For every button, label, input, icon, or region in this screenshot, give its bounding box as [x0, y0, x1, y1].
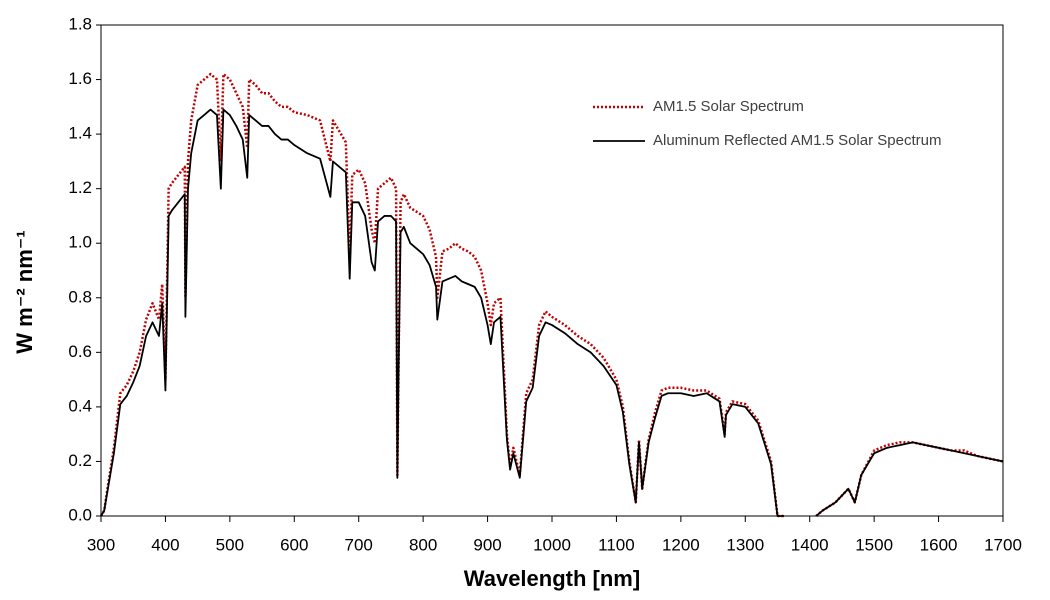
x-tick-label: 400	[151, 535, 179, 554]
x-tick-label: 1500	[855, 535, 893, 554]
x-tick-label: 500	[216, 535, 244, 554]
y-tick-label: 0.6	[68, 342, 92, 361]
x-axis-title: Wavelength [nm]	[464, 566, 640, 591]
y-tick-label: 1.4	[68, 124, 92, 143]
x-tick-label: 800	[409, 535, 437, 554]
y-tick-label: 1.6	[68, 69, 92, 88]
y-tick-label: 0.4	[68, 396, 92, 415]
y-tick-label: 1.0	[68, 233, 92, 252]
plot-frame	[100, 24, 1004, 517]
x-tick-label: 1000	[533, 535, 571, 554]
y-tick-label: 1.2	[68, 178, 92, 197]
y-axis-title: W m⁻² nm⁻¹	[12, 230, 37, 353]
y-tick-label: 0.8	[68, 287, 92, 306]
legend-label: Aluminum Reflected AM1.5 Solar Spectrum	[653, 132, 941, 149]
y-tick-label: 0.0	[68, 505, 92, 524]
x-tick-label: 600	[280, 535, 308, 554]
x-tick-label: 1300	[726, 535, 764, 554]
x-tick-label: 1600	[920, 535, 958, 554]
x-tick-label: 1200	[662, 535, 700, 554]
y-tick-label: 1.8	[68, 14, 92, 33]
series-line	[100, 108, 1004, 517]
x-tick-label: 900	[473, 535, 501, 554]
x-tick-label: 1100	[598, 535, 635, 554]
legend-label: AM1.5 Solar Spectrum	[653, 98, 804, 115]
x-tick-label: 1400	[791, 535, 829, 554]
y-tick-label: 0.2	[68, 451, 92, 470]
x-tick-label: 700	[345, 535, 373, 554]
x-tick-label: 300	[87, 535, 115, 554]
x-tick-label: 1700	[984, 535, 1022, 554]
